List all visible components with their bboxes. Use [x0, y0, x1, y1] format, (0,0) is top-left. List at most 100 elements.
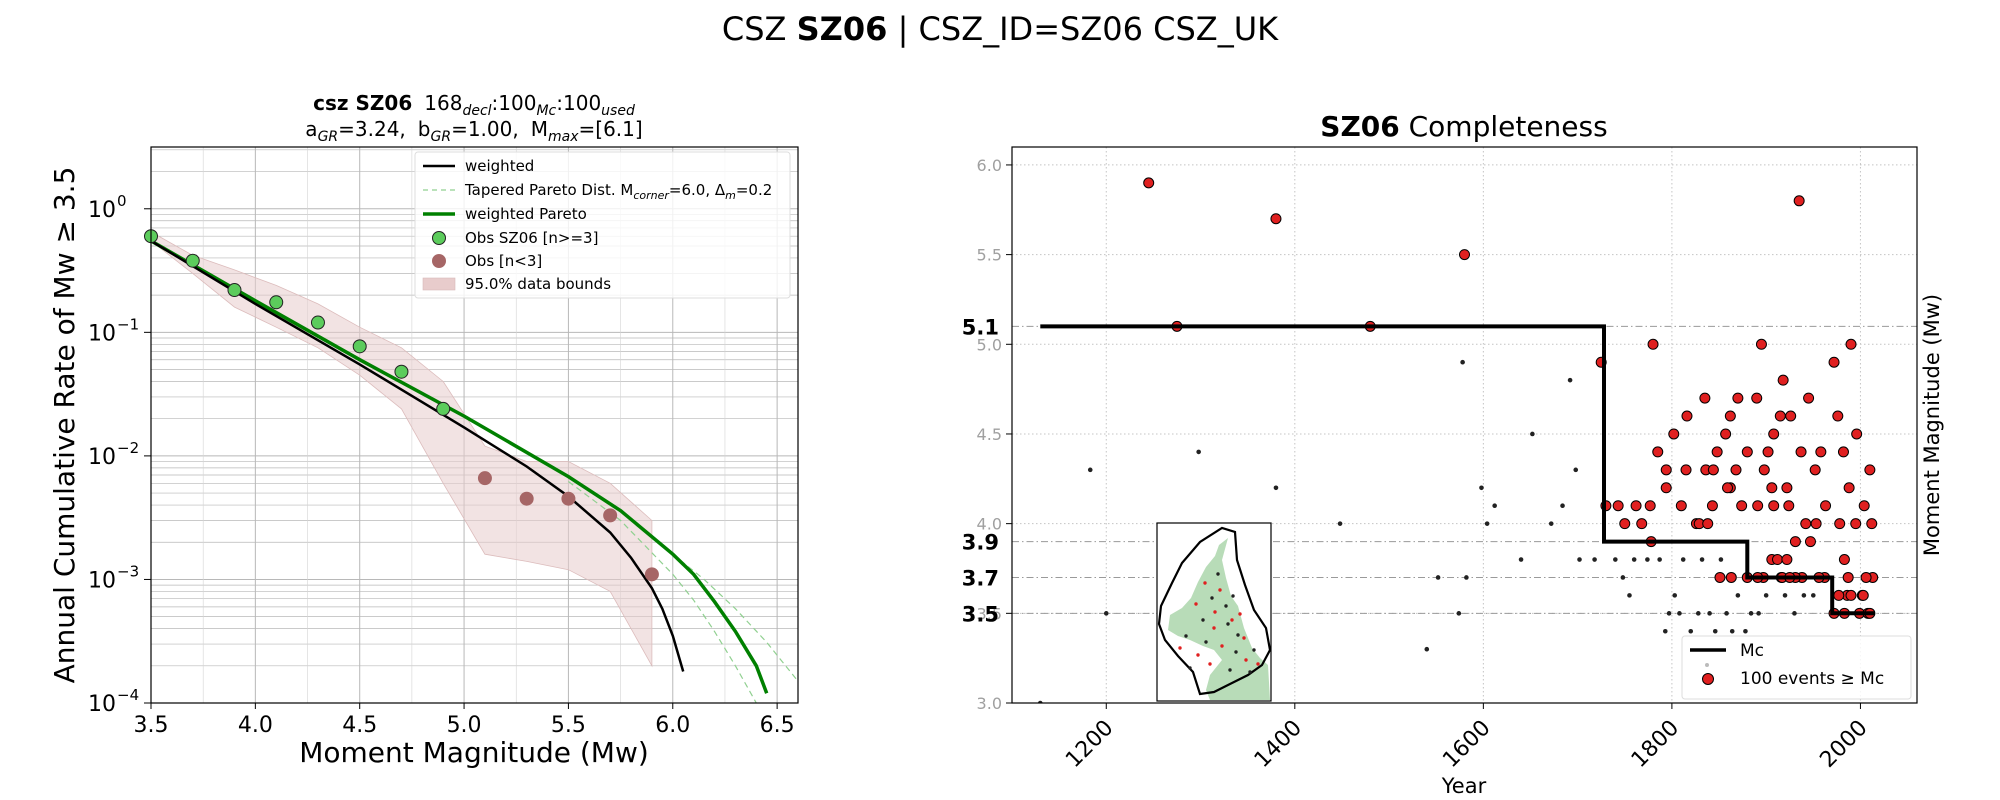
inset-map-event [1212, 626, 1216, 630]
legend-events-swatch-small [1705, 663, 1709, 667]
mc-level-label: 3.5 [962, 602, 999, 626]
right-legend-box [1681, 635, 1912, 700]
small-event [1782, 593, 1788, 598]
small-event [1712, 628, 1718, 634]
small-event [1456, 611, 1462, 616]
completeness-event [1850, 518, 1862, 530]
completeness-event [1725, 571, 1737, 583]
small-event [1672, 593, 1678, 598]
small-event [1688, 628, 1694, 634]
left-y-tick-exponent: −1 [117, 315, 139, 333]
completeness-event [1842, 571, 1854, 583]
completeness-event [1783, 500, 1795, 512]
completeness-event [1668, 428, 1680, 440]
legend-obs-few-label: Obs [n<3] [465, 252, 542, 270]
completeness-event [1652, 446, 1664, 458]
left-x-tick-label: 4.5 [342, 713, 377, 738]
small-event [1087, 467, 1093, 473]
weighted-line [151, 239, 685, 672]
completeness-event [1833, 589, 1845, 601]
inset-map [1156, 522, 1272, 702]
completeness-event [1752, 500, 1764, 512]
small-event [1735, 593, 1741, 598]
inset-map-event [1224, 604, 1228, 608]
inset-map-event [1238, 612, 1242, 616]
small-event [1577, 557, 1582, 562]
completeness-event [1707, 464, 1719, 476]
right-y-tick-label: 5.5 [977, 246, 1002, 265]
inset-map-event [1220, 644, 1224, 648]
small-event [1337, 521, 1343, 526]
legend-pareto-label: weighted Pareto [465, 205, 587, 223]
right-legend: Mc 100 events ≥ Mc [1681, 635, 1912, 700]
completeness-event [1845, 338, 1857, 350]
completeness-event [1810, 518, 1822, 530]
inset-map-event [1218, 588, 1222, 592]
legend-bounds-swatch [422, 277, 456, 291]
completeness-event [1681, 410, 1693, 422]
completeness-event [1860, 571, 1872, 583]
obs-few-point [519, 491, 534, 506]
left-x-tick-label: 5.5 [551, 713, 586, 738]
small-event [1811, 593, 1816, 598]
completeness-event [1762, 446, 1774, 458]
inset-map-event [1204, 640, 1208, 644]
mc-level-lines [1012, 325, 1917, 614]
small-event [1567, 377, 1573, 383]
inset-map-event [1213, 610, 1217, 614]
inset-map-event [1231, 594, 1235, 598]
left-y-tick-label: 10 [88, 568, 116, 593]
completeness-event [1660, 482, 1672, 494]
completeness-event [1781, 554, 1793, 566]
right-y-tick-label: 5.0 [977, 335, 1002, 354]
right-x-tick-label: 1200 [1061, 716, 1118, 773]
small-event [1435, 575, 1441, 580]
inset-map-event [1208, 662, 1212, 666]
completeness-event [1857, 589, 1869, 601]
completeness-event [1630, 500, 1642, 512]
small-event [1548, 521, 1554, 526]
right-x-label: Year [1441, 774, 1487, 798]
legend-events-label: 100 events ≥ Mc [1740, 669, 1884, 689]
small-event [1484, 521, 1490, 526]
completeness-event [1459, 249, 1470, 261]
legend-obs-good-swatch [432, 231, 446, 245]
left-legend-box [414, 151, 791, 299]
obs-few-point [603, 508, 618, 523]
weighted-pareto-line [151, 239, 769, 694]
obs-few-points [477, 471, 659, 582]
small-event [1613, 557, 1618, 562]
right-x-tick-label: 2000 [1815, 716, 1872, 773]
inset-map-event [1234, 650, 1238, 654]
completeness-event [1785, 410, 1797, 422]
left-x-tick-label: 3.5 [134, 713, 169, 738]
right-x-tick-label: 1400 [1250, 716, 1307, 773]
completeness-event [1143, 177, 1155, 189]
completeness-event [1680, 464, 1692, 476]
completeness-event [1702, 518, 1714, 530]
completeness-event [1741, 446, 1753, 458]
completeness-event [1795, 446, 1807, 458]
small-event [1620, 575, 1626, 580]
inset-map-event [1196, 653, 1200, 657]
left-x-label: Moment Magnitude (Mw) [299, 736, 649, 769]
left-title-line2: aGR=3.24, bGR=1.00, Mmax=[6.1] [305, 117, 642, 145]
inset-map-event [1201, 618, 1205, 622]
small-event [1645, 557, 1650, 562]
obs-good-point [394, 364, 409, 379]
completeness-event [1660, 464, 1672, 476]
small-event [1627, 593, 1632, 598]
completeness-event [1720, 428, 1732, 440]
legend-obs-good-label: Obs SZ06 [n>=3] [465, 229, 598, 247]
completeness-event [1866, 518, 1878, 530]
completeness-event [1864, 464, 1876, 476]
completeness-event [1730, 464, 1742, 476]
completeness-event [1777, 374, 1789, 386]
inset-map-event [1216, 572, 1220, 576]
inset-map-events [1178, 572, 1260, 674]
inset-map-event [1188, 666, 1192, 670]
small-event [1424, 646, 1430, 652]
legend-bounds-label: 95.0% data bounds [465, 275, 611, 293]
inset-map-event [1184, 634, 1188, 638]
inset-map-event [1236, 633, 1240, 637]
